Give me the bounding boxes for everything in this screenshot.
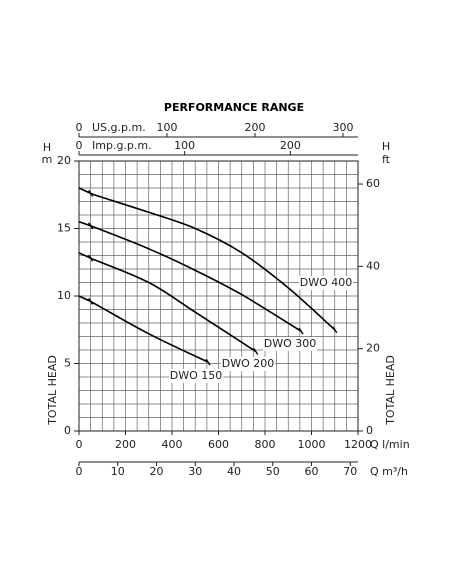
extra-axis-tick-label: 50 xyxy=(266,465,280,478)
extra-axis-tick-label: 70 xyxy=(343,465,357,478)
y2-tick-label: 20 xyxy=(366,342,380,355)
curve-end-tick xyxy=(88,254,94,262)
x-tick-label: 0 xyxy=(76,438,83,451)
series-label-bg xyxy=(263,337,317,351)
curve-end-tick xyxy=(88,298,94,305)
extra-axis-tick-label: 10 xyxy=(111,465,125,478)
curve-end-tick xyxy=(298,327,304,335)
curve-end-tick xyxy=(332,326,338,334)
x-tick-label: 400 xyxy=(162,438,183,451)
extra-axis-tick-label: 0 xyxy=(76,465,83,478)
extra-axis-tick-label: 100 xyxy=(157,121,178,134)
y-tick-label: 20 xyxy=(57,154,71,167)
series-line xyxy=(78,295,209,363)
y-name: TOTAL HEAD xyxy=(46,355,59,426)
series-line xyxy=(78,252,257,353)
y2-unit: ft xyxy=(382,153,391,166)
extra-axis-tick-label: 20 xyxy=(150,465,164,478)
y-label: H xyxy=(43,141,51,154)
series-label-bg xyxy=(299,276,353,290)
series-label: DWO 400 xyxy=(300,276,353,289)
y2-label: H xyxy=(382,140,390,153)
x-label: Q l/min xyxy=(370,438,410,451)
series-line xyxy=(78,221,302,332)
extra-axis-tick-label: 100 xyxy=(174,139,195,152)
extra-axis-tick-label: 200 xyxy=(245,121,266,134)
extra-axis-tick-label: 30 xyxy=(188,465,202,478)
extra-axis-label: US.g.p.m. xyxy=(92,121,146,134)
extra-axis-label: Imp.g.p.m. xyxy=(92,139,152,152)
extra-axis-label: Q m³/h xyxy=(370,465,408,478)
x-tick-label: 800 xyxy=(255,438,276,451)
x-tick-label: 1000 xyxy=(298,438,326,451)
curve-end-tick xyxy=(88,190,94,197)
y2-tick-label: 0 xyxy=(366,424,373,437)
x-tick-label: 1200 xyxy=(344,438,372,451)
extra-axis-tick-label: 40 xyxy=(227,465,241,478)
y-tick-label: 0 xyxy=(64,424,71,437)
x-tick-label: 200 xyxy=(115,438,136,451)
curve-end-tick xyxy=(205,358,211,366)
curve-end-tick xyxy=(88,222,94,230)
extra-axis-tick-label: 200 xyxy=(280,139,301,152)
extra-axis-tick-label: 300 xyxy=(333,121,354,134)
y2-name: TOTAL HEAD xyxy=(384,355,397,426)
series-label: DWO 300 xyxy=(264,337,317,350)
series-label-bg xyxy=(221,357,275,371)
series-label: DWO 200 xyxy=(222,357,275,370)
y-unit: m xyxy=(42,153,53,166)
curve-end-tick xyxy=(253,347,259,355)
y-tick-label: 5 xyxy=(64,357,71,370)
chart-title: PERFORMANCE RANGE xyxy=(164,101,304,114)
series-label-bg xyxy=(169,369,223,383)
x-tick-label: 600 xyxy=(208,438,229,451)
extra-axis-tick-label: 60 xyxy=(305,465,319,478)
extra-axis-tick-label: 0 xyxy=(76,121,83,134)
series-line xyxy=(78,187,336,331)
series-label: DWO 150 xyxy=(170,369,223,382)
y-tick-label: 15 xyxy=(57,222,71,235)
y-tick-label: 10 xyxy=(57,289,71,302)
y2-tick-label: 40 xyxy=(366,259,380,272)
extra-axis-tick-label: 0 xyxy=(76,139,83,152)
y2-tick-label: 60 xyxy=(366,177,380,190)
